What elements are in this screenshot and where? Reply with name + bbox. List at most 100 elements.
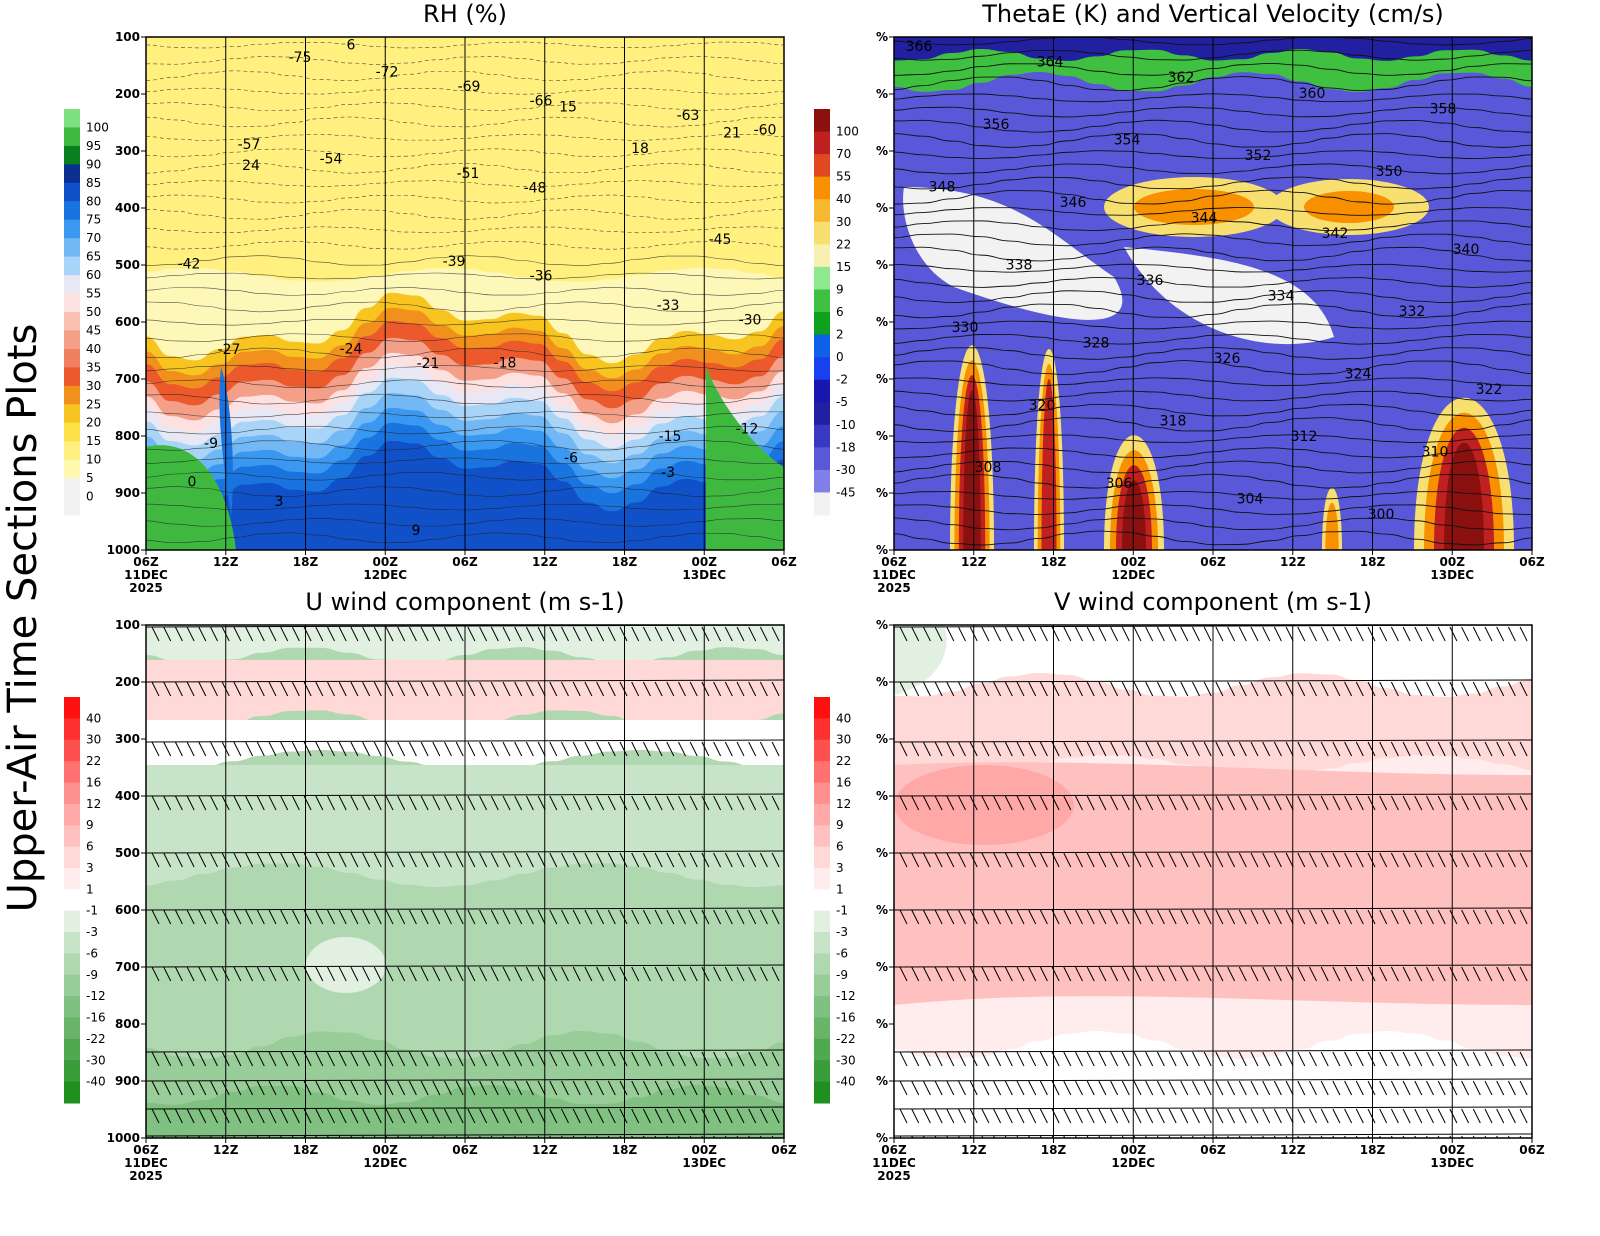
wind-barb — [490, 626, 499, 642]
temperature-contour — [146, 162, 784, 174]
wind-barb — [689, 909, 698, 925]
wind-barb — [315, 1080, 324, 1096]
wind-barb — [1496, 966, 1505, 982]
wind-barb — [210, 626, 218, 642]
y-tick-label: 400 — [115, 789, 140, 803]
thetae-contour-label: 364 — [1037, 55, 1064, 71]
wind-barb — [1262, 852, 1271, 868]
wind-barb — [572, 1108, 581, 1124]
wind-barb — [1449, 795, 1458, 811]
wind-barb — [467, 795, 476, 811]
wind-barb — [362, 1108, 371, 1124]
y-tick-label: % — [876, 732, 888, 746]
wind-barb — [642, 1080, 651, 1096]
wind-barb — [958, 681, 966, 697]
wind-barb — [631, 681, 640, 697]
wind-barb — [1437, 681, 1446, 697]
wind-barb — [701, 681, 710, 697]
wind-barb — [1320, 1108, 1329, 1124]
wind-barb — [490, 852, 499, 868]
wind-barb — [315, 626, 324, 642]
wind-barb — [1133, 1051, 1142, 1067]
wind-barb — [619, 1051, 628, 1067]
wind-barb — [619, 626, 628, 642]
wind-barb — [385, 909, 394, 925]
wind-barb — [619, 741, 628, 757]
wind-barb — [1390, 681, 1399, 697]
colorbar-label: 70 — [86, 231, 101, 245]
wind-barb — [385, 1108, 394, 1124]
wind-barb — [373, 626, 382, 642]
y-tick-label: % — [876, 543, 888, 557]
wind-barb — [1098, 626, 1107, 642]
wind-barb — [467, 909, 476, 925]
colorbar-label: 12 — [836, 797, 851, 811]
x-tick-label: 06Z — [133, 1143, 159, 1157]
wind-barb — [1168, 1051, 1177, 1067]
wind-barb — [186, 852, 195, 868]
wind-barb — [1414, 966, 1423, 982]
wind-barb — [993, 966, 1002, 982]
wind-barb — [1262, 1108, 1271, 1124]
temperature-contour-label: 24 — [242, 158, 260, 174]
temperature-contour — [146, 102, 784, 111]
wind-barb — [1063, 852, 1072, 868]
wind-barb — [701, 1108, 710, 1124]
wind-barb — [256, 1108, 265, 1124]
colorbar-swatch — [64, 718, 80, 741]
wind-barb — [514, 909, 523, 925]
colorbar-swatch — [814, 402, 830, 426]
wind-barb — [514, 966, 523, 982]
colorbar-swatch — [814, 782, 830, 805]
wind-barb — [572, 626, 581, 642]
thetae-contour-label: 338 — [1006, 257, 1033, 273]
wind-barb — [1262, 966, 1271, 982]
wind-barb — [1238, 1080, 1247, 1096]
thetae-contour-label: 340 — [1453, 242, 1480, 258]
wind-barb — [1484, 626, 1493, 642]
wind-barb — [1063, 795, 1072, 811]
wind-barb — [572, 741, 581, 757]
wind-barb — [1332, 1108, 1341, 1124]
wind-barb — [1203, 795, 1212, 811]
x-date-label: 13DEC — [1430, 568, 1474, 582]
wind-barb — [233, 966, 242, 982]
wind-barb — [373, 1051, 382, 1067]
wind-barb — [373, 795, 382, 811]
wind-barb — [572, 966, 581, 982]
wind-barb — [525, 626, 534, 642]
wind-barb — [397, 681, 406, 697]
wind-barb — [1016, 1051, 1025, 1067]
wind-barb — [1426, 741, 1434, 757]
wind-barb — [1273, 681, 1282, 697]
wind-barb — [479, 626, 488, 642]
wind-barb — [701, 966, 710, 982]
wind-barb — [397, 626, 406, 642]
wind-barb — [561, 1108, 569, 1124]
y-tick-label: % — [876, 87, 888, 101]
wind-barb — [642, 795, 651, 811]
colorbar-swatch — [64, 1081, 80, 1104]
wind-barb — [1133, 1080, 1142, 1096]
wind-barb — [1238, 966, 1247, 982]
wind-barb — [1273, 626, 1282, 642]
wind-core — [894, 765, 1074, 845]
wind-barb — [736, 966, 745, 982]
wind-barb — [432, 681, 441, 697]
wind-barb — [1285, 681, 1294, 697]
x-date-label: 13DEC — [682, 1156, 726, 1170]
wind-barb — [1472, 681, 1481, 697]
wind-barb — [748, 626, 757, 642]
wind-barb — [245, 966, 254, 982]
colorbar-swatch — [64, 330, 80, 350]
wind-barb — [1145, 1080, 1154, 1096]
x-tick-label: 12Z — [532, 555, 558, 569]
colorbar-swatch — [814, 379, 830, 403]
wind-barb — [151, 1080, 160, 1096]
wind-barb — [561, 681, 569, 697]
wind-barb — [666, 741, 675, 757]
colorbar-swatch — [814, 718, 830, 741]
x-tick-label: 06Z — [771, 1143, 797, 1157]
colorbar-label: 6 — [836, 840, 844, 854]
wind-barb — [654, 1080, 663, 1096]
